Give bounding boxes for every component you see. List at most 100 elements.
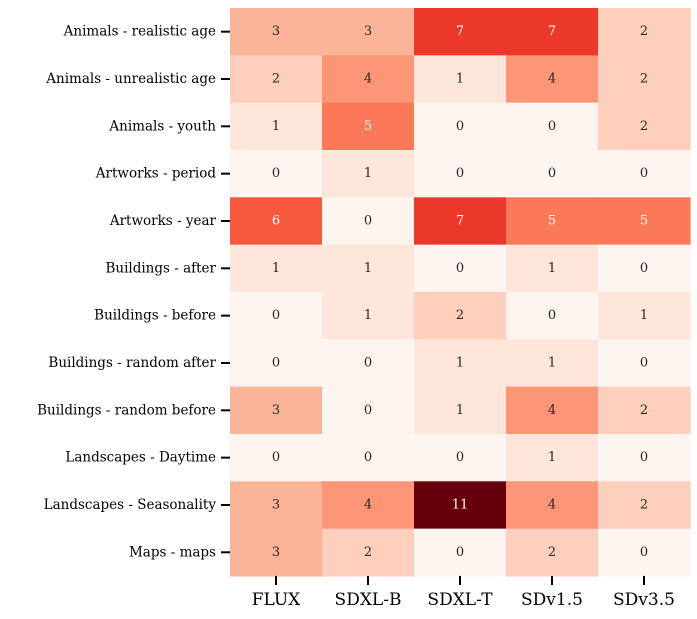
cell-value-label: 0 <box>364 213 372 228</box>
heatmap-cell-animals-youth-sdxl-t <box>414 102 507 151</box>
column-label-sdxl-t: SDXL-T <box>427 590 493 610</box>
cell-value-label: 2 <box>456 308 464 323</box>
cell-value-label: 0 <box>272 308 280 323</box>
heatmap-cell-animals-unrealistic-age-sdxl-t <box>414 55 507 104</box>
cell-value-label: 0 <box>456 119 464 134</box>
cell-value-label: 2 <box>640 24 648 39</box>
heatmap-cell-animals-realistic-age-flux <box>230 8 323 56</box>
cell-value-label: 0 <box>272 166 280 181</box>
cell-value-label: 7 <box>456 24 464 39</box>
cell-value-label: 0 <box>548 119 556 134</box>
row-label-buildings-random-before: Buildings - random before <box>37 402 216 418</box>
row-label-artworks-year: Artworks - year <box>109 213 217 229</box>
heatmap-cell-landscapes-daytime-sdv3-5 <box>598 433 691 482</box>
cell-value-label: 0 <box>548 166 556 181</box>
cell-value-label: 0 <box>364 450 372 465</box>
cell-value-label: 6 <box>272 213 280 228</box>
cell-value-label: 0 <box>640 450 648 465</box>
cell-value-label: 7 <box>456 213 464 228</box>
heatmap-cell-buildings-after-sdxl-t <box>414 244 507 293</box>
heatmap-cell-artworks-period-flux <box>230 149 323 198</box>
heatmap-cell-maps-maps-sdv3-5 <box>598 528 691 577</box>
row-label-artworks-period: Artworks - period <box>95 166 217 182</box>
heatmap-cell-buildings-after-sdv3-5 <box>598 244 691 293</box>
row-label-buildings-after: Buildings - after <box>105 260 216 276</box>
cell-value-label: 4 <box>364 497 372 512</box>
cell-value-label: 1 <box>548 450 556 465</box>
heatmap-cell-artworks-year-sdxl-b <box>322 197 415 246</box>
heatmap-cell-buildings-random-before-sdxl-b <box>322 386 415 435</box>
row-label-animals-realistic-age: Animals - realistic age <box>63 24 216 40</box>
cell-value-label: 0 <box>456 450 464 465</box>
heatmap-cell-buildings-random-after-sdv1-5 <box>506 339 599 388</box>
cell-value-label: 3 <box>272 545 280 560</box>
heatmap-cell-artworks-period-sdv1-5 <box>506 149 599 198</box>
heatmap-cell-animals-youth-sdv1-5 <box>506 102 599 151</box>
cell-value-label: 3 <box>364 24 372 39</box>
cell-value-label: 1 <box>456 355 464 370</box>
cell-value-label: 0 <box>640 166 648 181</box>
cell-value-label: 2 <box>640 497 648 512</box>
cell-value-label: 0 <box>272 355 280 370</box>
heatmap-cell-animals-unrealistic-age-sdv3-5 <box>598 55 691 104</box>
cell-value-label: 2 <box>640 119 648 134</box>
cell-value-label: 2 <box>640 403 648 418</box>
cell-value-label: 4 <box>548 497 556 512</box>
cell-value-label: 1 <box>456 403 464 418</box>
cell-value-label: 2 <box>364 545 372 560</box>
row-label-animals-unrealistic-age: Animals - unrealistic age <box>45 71 216 87</box>
column-label-sdv3-5: SDv3.5 <box>613 590 675 610</box>
heatmap-cell-animals-unrealistic-age-sdxl-b <box>322 55 415 104</box>
heatmap-cell-buildings-before-sdxl-t <box>414 291 507 340</box>
heatmap-cell-animals-unrealistic-age-sdv1-5 <box>506 55 599 104</box>
cell-value-label: 11 <box>452 497 469 512</box>
cell-value-label: 1 <box>364 261 372 276</box>
cell-value-label: 1 <box>548 355 556 370</box>
heatmap-cell-animals-realistic-age-sdv1-5 <box>506 8 599 56</box>
heatmap-cell-landscapes-daytime-sdxl-t <box>414 433 507 482</box>
heatmap-cell-animals-realistic-age-sdxl-t <box>414 8 507 56</box>
cell-value-label: 0 <box>364 355 372 370</box>
cell-value-label: 4 <box>548 403 556 418</box>
cell-value-label: 0 <box>364 403 372 418</box>
row-axis: Animals - realistic age Animals - unreali… <box>37 24 230 560</box>
row-label-landscapes-seasonality: Landscapes - Seasonality <box>44 497 217 513</box>
cell-value-label: 3 <box>272 24 280 39</box>
heatmap-cell-buildings-random-after-sdxl-t <box>414 339 507 388</box>
heatmap-cell-buildings-after-flux <box>230 244 323 293</box>
row-label-buildings-before: Buildings - before <box>94 308 216 324</box>
column-label-flux: FLUX <box>252 590 301 610</box>
heatmap-cell-animals-youth-sdv3-5 <box>598 102 691 151</box>
heatmap-cell-maps-maps-sdxl-b <box>322 528 415 577</box>
row-label-buildings-random-after: Buildings - random after <box>48 355 216 371</box>
cell-value-label: 1 <box>364 166 372 181</box>
cell-value-label: 0 <box>456 545 464 560</box>
heatmap-cell-buildings-random-before-sdv1-5 <box>506 386 599 435</box>
heatmap-cell-artworks-period-sdxl-b <box>322 149 415 198</box>
heatmap-cell-maps-maps-sdv1-5 <box>506 528 599 577</box>
heatmap-cell-buildings-before-sdv1-5 <box>506 291 599 340</box>
heatmap-cell-artworks-period-sdv3-5 <box>598 149 691 198</box>
heatmap-cells: 3 3 7 7 22 4 1 4 21 5 0 0 20 1 0 0 06 0 7 5 51 1 0 1 00 1 2 0 10 0 1 1 0… <box>230 8 691 577</box>
heatmap-cell-buildings-random-after-sdv3-5 <box>598 339 691 388</box>
heatmap-cell-maps-maps-flux <box>230 528 323 577</box>
cell-value-label: 5 <box>640 213 648 228</box>
heatmap-cell-animals-realistic-age-sdv3-5 <box>598 8 691 56</box>
cell-value-label: 0 <box>272 450 280 465</box>
heatmap-cell-buildings-random-after-sdxl-b <box>322 339 415 388</box>
column-axis: FLUX SDXL-B SDXL-T SDv1.5 SDv3.5 <box>252 575 675 610</box>
cell-value-label: 0 <box>640 355 648 370</box>
heatmap-cell-buildings-after-sdv1-5 <box>506 244 599 293</box>
cell-value-label: 2 <box>272 71 280 86</box>
cell-value-label: 4 <box>548 71 556 86</box>
heatmap-cell-landscapes-seasonality-sdxl-b <box>322 481 415 530</box>
heatmap-cell-landscapes-seasonality-sdv1-5 <box>506 481 599 530</box>
cell-value-label: 0 <box>640 545 648 560</box>
row-label-maps-maps: Maps - maps <box>129 544 216 560</box>
heatmap-cell-animals-unrealistic-age-flux <box>230 55 323 104</box>
heatmap-cell-buildings-before-sdv3-5 <box>598 291 691 340</box>
row-label-animals-youth: Animals - youth <box>108 118 216 134</box>
heatmap-cell-artworks-year-sdv3-5 <box>598 197 691 246</box>
heatmap-cell-landscapes-seasonality-sdxl-t <box>414 481 507 530</box>
cell-value-label: 1 <box>272 119 280 134</box>
